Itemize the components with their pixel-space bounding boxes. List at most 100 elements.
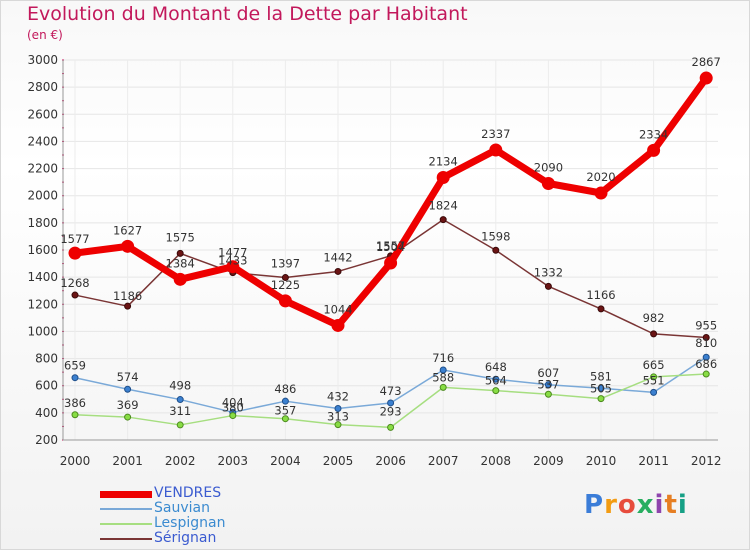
- data-label-vendres: 2337: [481, 127, 510, 141]
- data-point-sérignan: [544, 282, 552, 290]
- data-label-sauvian: 473: [380, 384, 402, 398]
- data-point-sauvian: [71, 374, 79, 382]
- logo-letter: i: [654, 490, 665, 520]
- x-tick-label: 2011: [638, 454, 669, 468]
- y-tick-label: 2800: [27, 80, 58, 94]
- data-label-lespignan: 537: [537, 377, 559, 391]
- x-tick-label: 2005: [323, 454, 354, 468]
- data-label-sérignan: 1442: [323, 250, 352, 264]
- data-label-vendres: 1384: [166, 256, 195, 270]
- data-point-sérignan: [176, 249, 184, 257]
- legend-swatch: [100, 523, 152, 525]
- data-point-vendres: [68, 246, 82, 260]
- x-tick-label: 2004: [270, 454, 301, 468]
- data-point-sauvian: [387, 399, 395, 407]
- data-point-sérignan: [492, 246, 500, 254]
- data-point-lespignan: [544, 390, 552, 398]
- data-point-sauvian: [439, 366, 447, 374]
- legend-label: Sérignan: [154, 530, 217, 546]
- data-point-sauvian: [544, 381, 552, 389]
- data-point-lespignan: [492, 387, 500, 395]
- data-point-sérignan: [702, 334, 710, 342]
- data-point-vendres: [436, 171, 450, 185]
- data-label-sérignan: 1575: [166, 230, 195, 244]
- y-tick-label: 3000: [27, 53, 58, 67]
- data-label-lespignan: 505: [590, 382, 612, 396]
- legend-label: Sauvian: [154, 500, 210, 516]
- data-label-sauvian: 404: [222, 395, 244, 409]
- data-label-sauvian: 648: [485, 360, 507, 374]
- data-point-lespignan: [439, 383, 447, 391]
- data-label-lespignan: 564: [485, 374, 507, 388]
- legend-label: Lespignan: [154, 515, 226, 531]
- data-point-vendres: [647, 143, 661, 157]
- logo-letter: r: [604, 490, 618, 520]
- y-tick-label: 2600: [27, 107, 58, 121]
- data-label-sérignan: 1824: [429, 199, 458, 213]
- data-label-vendres: 2134: [429, 155, 458, 169]
- data-label-lespignan: 357: [274, 404, 296, 418]
- data-label-sérignan: 1557: [376, 239, 405, 253]
- y-tick-label: 1800: [27, 216, 58, 230]
- data-label-sauvian: 486: [274, 382, 296, 396]
- logo-letter: t: [664, 490, 678, 520]
- data-point-vendres: [541, 177, 555, 190]
- x-tick-label: 2001: [112, 454, 143, 468]
- data-label-sérignan: 955: [695, 319, 717, 333]
- data-label-sérignan: 1332: [534, 265, 563, 279]
- x-tick-label: 2007: [428, 454, 459, 468]
- data-point-sauvian: [281, 397, 289, 405]
- logo-letter: x: [636, 490, 655, 520]
- data-point-sérignan: [124, 302, 132, 310]
- data-point-lespignan: [229, 412, 237, 420]
- data-label-lespignan: 386: [64, 396, 86, 410]
- data-label-sauvian: 716: [432, 351, 454, 365]
- data-label-vendres: 2090: [534, 161, 563, 175]
- data-point-sauvian: [597, 384, 605, 392]
- y-tick-label: 1000: [27, 324, 58, 338]
- data-label-sauvian: 432: [327, 390, 349, 404]
- data-label-lespignan: 311: [169, 404, 191, 418]
- data-label-vendres: 2867: [692, 55, 721, 69]
- data-point-lespignan: [176, 421, 184, 429]
- data-label-vendres: 1477: [218, 246, 247, 260]
- legend-swatch: [100, 508, 152, 510]
- logo-letter: o: [617, 490, 637, 520]
- x-tick-label: 2006: [375, 454, 406, 468]
- data-label-vendres: 1627: [113, 223, 142, 237]
- data-label-lespignan: 293: [380, 404, 402, 418]
- data-point-lespignan: [281, 415, 289, 423]
- x-tick-label: 2012: [691, 454, 722, 468]
- y-tick-label: 2400: [27, 134, 58, 148]
- data-point-sérignan: [439, 216, 447, 224]
- data-label-lespignan: 588: [432, 370, 454, 384]
- data-label-lespignan: 369: [117, 398, 139, 412]
- data-point-sauvian: [492, 375, 500, 383]
- data-point-lespignan: [387, 423, 395, 431]
- data-label-lespignan: 665: [643, 358, 665, 372]
- data-point-sauvian: [650, 388, 658, 396]
- data-point-lespignan: [71, 411, 79, 419]
- data-point-vendres: [173, 272, 187, 286]
- data-label-sauvian: 574: [117, 370, 139, 384]
- y-tick-label: 1400: [27, 270, 58, 284]
- x-tick-label: 2010: [586, 454, 617, 468]
- legend-swatch: [100, 538, 152, 540]
- data-label-sérignan: 1397: [271, 257, 300, 271]
- data-label-sauvian: 659: [64, 359, 86, 373]
- data-point-sauvian: [176, 396, 184, 404]
- x-tick-label: 2002: [165, 454, 196, 468]
- data-point-lespignan: [334, 421, 342, 429]
- data-label-sauvian: 551: [643, 373, 665, 387]
- legend-swatch: [100, 490, 152, 498]
- data-point-vendres: [226, 260, 240, 274]
- data-label-vendres: 2334: [639, 127, 668, 141]
- chart-unit-label: (en €): [27, 28, 63, 42]
- y-tick-label: 200: [35, 433, 58, 447]
- data-label-sérignan: 1166: [586, 288, 615, 302]
- x-tick-label: 2009: [533, 454, 564, 468]
- y-tick-label: 400: [35, 406, 58, 420]
- legend-label: VENDRES: [154, 485, 222, 501]
